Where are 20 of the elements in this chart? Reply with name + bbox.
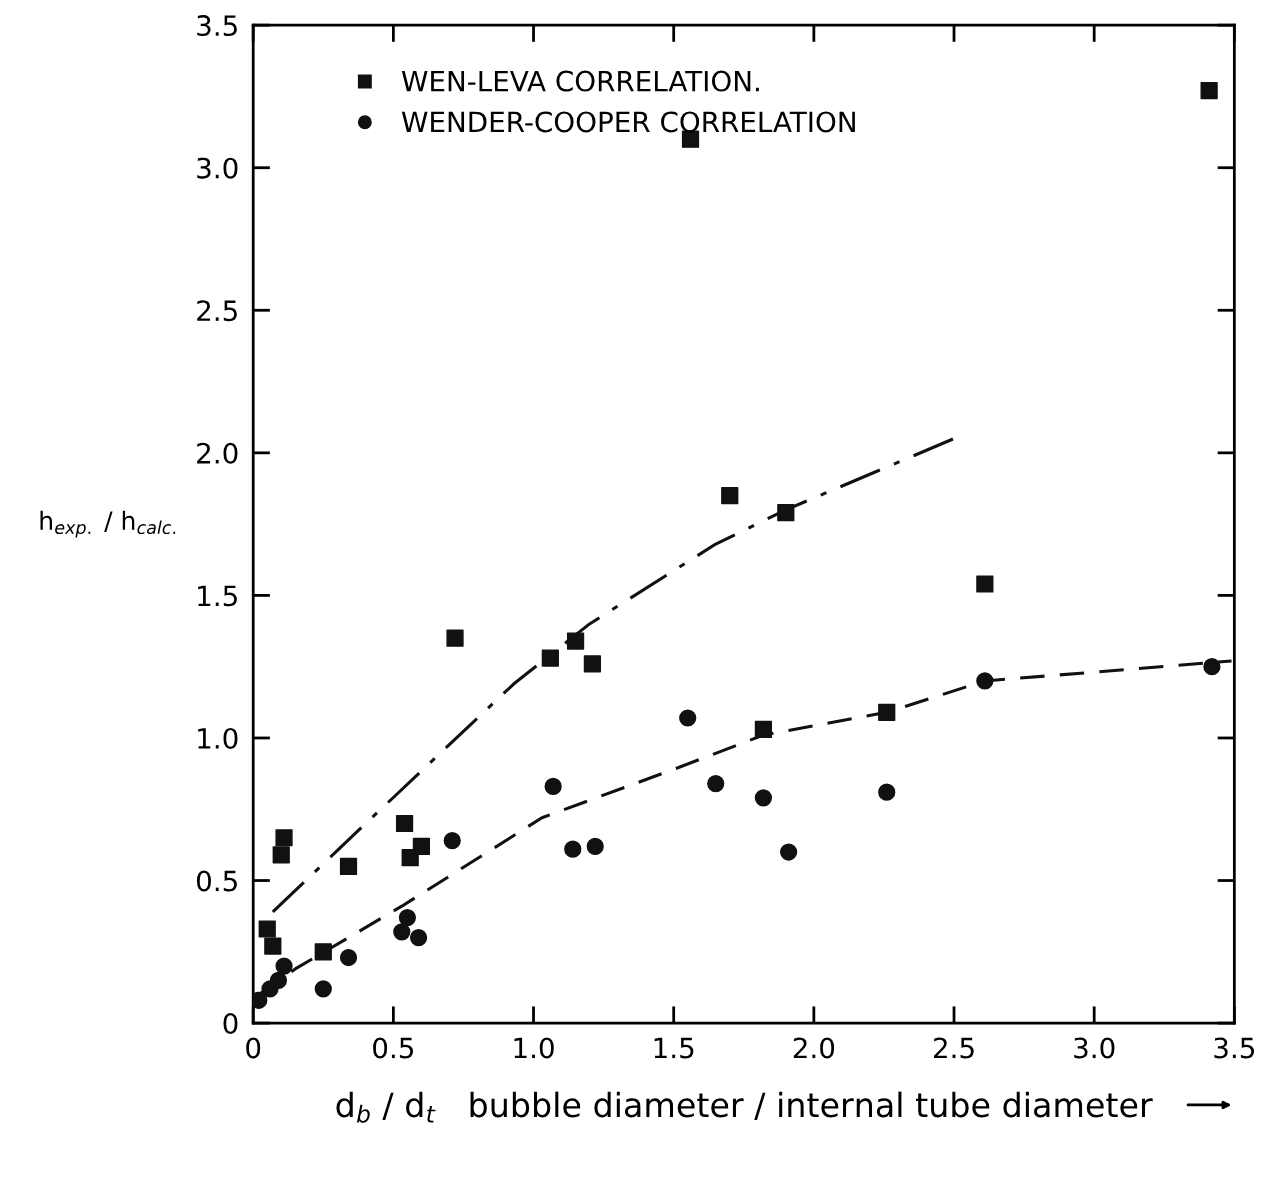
x-tick-label: 3.5 — [1214, 1037, 1255, 1059]
y-tick-label: 0 — [223, 1013, 238, 1035]
y-tick-label: 2.5 — [197, 300, 237, 322]
legend-label: WEN-LEVA CORRELATION. — [401, 70, 759, 92]
x-tick-label: 2.0 — [793, 1037, 835, 1059]
y-tick-label: 2.0 — [197, 442, 238, 464]
y-tick-label: 1.5 — [198, 585, 237, 607]
y-axis-title: h$_{exp.}$ / h$_{calc.}$ — [40, 510, 176, 538]
x-tick-label: 1.5 — [654, 1037, 694, 1059]
x-tick-label: 2.5 — [933, 1037, 974, 1059]
x-tick-label: 1.0 — [514, 1037, 554, 1059]
x-tick-label: 0.5 — [373, 1037, 414, 1059]
y-tick-label: 0.5 — [196, 870, 237, 892]
y-tick-label: 3.0 — [197, 157, 238, 179]
x-tick-label: 3.0 — [1074, 1037, 1115, 1059]
legend-label: WENDER-COOPER CORRELATION — [401, 111, 855, 133]
y-tick-label: 3.5 — [197, 15, 237, 37]
x-tick-label: 0 — [246, 1037, 261, 1059]
y-tick-label: 1.0 — [198, 727, 238, 749]
text: d$_{b}$ / d$_{t}$ bubble diameter / internal tube diameter — [336, 1091, 1153, 1123]
